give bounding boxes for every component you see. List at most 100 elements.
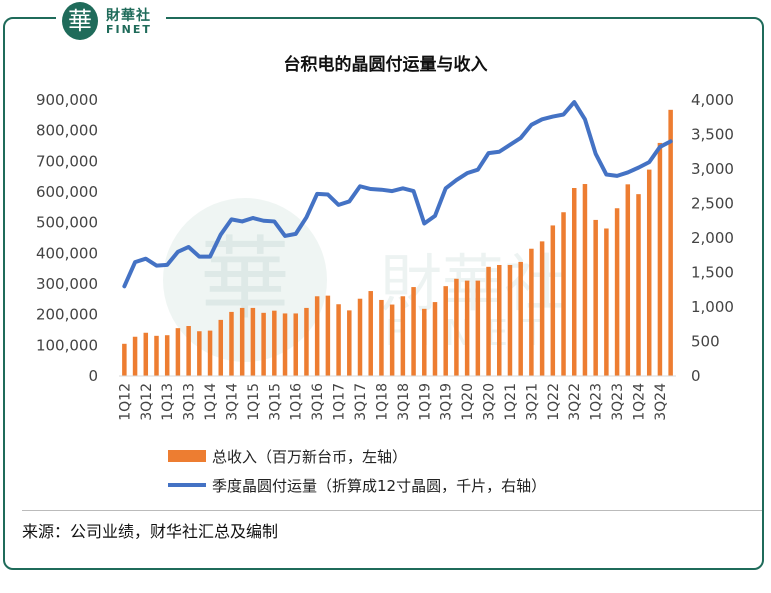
bar xyxy=(347,310,352,376)
x-tick-label: 1Q22 xyxy=(546,383,562,421)
x-tick-label: 3Q22 xyxy=(567,383,583,421)
bar xyxy=(411,287,416,376)
x-tick-label: 1Q14 xyxy=(203,383,219,421)
source-note: 来源：公司业绩，财华社汇总及编制 xyxy=(22,522,279,541)
line-series xyxy=(122,100,673,289)
right-tick-label: 2,000 xyxy=(691,229,734,247)
x-tick-label: 1Q23 xyxy=(589,383,605,421)
x-tick-label: 3Q12 xyxy=(139,383,155,421)
x-tick-label: 1Q19 xyxy=(417,383,433,421)
bar xyxy=(464,280,470,376)
divider xyxy=(22,510,762,511)
bar xyxy=(582,184,588,376)
bar xyxy=(132,336,138,376)
bar xyxy=(539,241,545,376)
bar xyxy=(379,299,384,376)
bar xyxy=(486,266,491,376)
left-axis: 0 100,000 200,000 300,000 400,000 500,000 600,… xyxy=(36,91,98,385)
line-shipments xyxy=(122,100,673,289)
right-tick-label: 4,000 xyxy=(691,91,734,109)
left-tick-label: 800,000 xyxy=(36,122,98,140)
bar xyxy=(657,142,663,376)
brand-name-cn: 財華社 xyxy=(106,8,151,24)
bar xyxy=(122,343,127,376)
x-tick-label: 3Q24 xyxy=(653,383,669,421)
bar xyxy=(293,313,298,376)
x-tick-label: 3Q17 xyxy=(353,383,369,421)
bar xyxy=(229,311,234,376)
bar xyxy=(218,319,224,376)
x-tick-label: 1Q13 xyxy=(160,383,176,421)
bar xyxy=(164,335,170,376)
bar xyxy=(282,313,288,376)
bar-series xyxy=(119,109,676,377)
x-tick-label: 3Q18 xyxy=(396,383,412,421)
x-tick-label: 1Q16 xyxy=(289,383,305,421)
bar xyxy=(550,225,556,376)
left-tick-label: 300,000 xyxy=(36,275,98,293)
chart-title: 台积电的晶圆付运量与收入 xyxy=(283,55,488,75)
watermark-text-cn: 財華社 xyxy=(380,247,566,320)
bar xyxy=(325,295,331,376)
bar xyxy=(636,194,641,376)
bar xyxy=(389,304,395,376)
bar xyxy=(529,248,534,376)
bar xyxy=(571,188,577,376)
x-tick-label: 1Q15 xyxy=(246,383,262,421)
bar xyxy=(518,261,523,376)
bar xyxy=(357,298,363,376)
x-tick-label: 3Q23 xyxy=(610,383,626,421)
left-tick-label: 500,000 xyxy=(36,214,98,232)
bar xyxy=(368,291,373,376)
bar xyxy=(154,335,159,376)
bar xyxy=(143,332,149,376)
bar xyxy=(422,308,427,376)
bar xyxy=(207,330,213,376)
bar xyxy=(625,184,631,376)
bar xyxy=(432,302,438,376)
bar xyxy=(593,219,598,376)
bar xyxy=(400,296,406,376)
legend-swatch-bars xyxy=(168,450,206,462)
x-tick-label: 3Q13 xyxy=(182,383,198,421)
bar xyxy=(668,109,673,376)
legend-label-bars: 总收入（百万新台币，左轴） xyxy=(212,448,407,466)
right-axis: 0 500 1,000 1,500 2,000 2,500 3,000 3,500 4,000 xyxy=(691,91,734,385)
bar xyxy=(646,169,652,376)
right-tick-label: 2,500 xyxy=(691,195,734,213)
x-tick-label: 1Q18 xyxy=(374,383,390,421)
x-tick-label: 1Q12 xyxy=(117,383,133,421)
bar xyxy=(250,307,256,376)
bar xyxy=(454,278,459,376)
x-tick-label: 1Q20 xyxy=(460,383,476,421)
legend: 总收入（百万新台币，左轴） 季度晶圆付运量（折算成12寸晶圆，千片，右轴） xyxy=(168,448,546,495)
x-tick-label: 3Q14 xyxy=(224,383,240,421)
legend-label-line: 季度晶圆付运量（折算成12寸晶圆，千片，右轴） xyxy=(212,477,546,495)
x-tick-label: 1Q17 xyxy=(332,383,348,421)
bar xyxy=(443,286,448,376)
bar xyxy=(604,228,609,376)
brand-logo: 華 財華社 FINET xyxy=(56,0,166,42)
bar xyxy=(314,296,320,376)
bar xyxy=(261,312,266,376)
bar xyxy=(186,326,191,376)
bar xyxy=(304,307,309,376)
x-tick-label: 3Q19 xyxy=(439,383,455,421)
x-tick-label: 3Q16 xyxy=(310,383,326,421)
x-axis: 1Q12 3Q12 1Q13 3Q13 1Q14 3Q14 1Q15 3Q15 1Q16 3Q16… xyxy=(117,383,669,421)
right-tick-label: 1,500 xyxy=(691,264,734,282)
brand-name-en: FINET xyxy=(106,23,152,36)
right-tick-label: 0 xyxy=(691,367,701,385)
left-tick-label: 200,000 xyxy=(36,306,98,324)
right-tick-label: 1,000 xyxy=(691,298,734,316)
bar xyxy=(497,264,502,376)
x-tick-label: 3Q15 xyxy=(267,383,283,421)
left-tick-label: 0 xyxy=(88,367,98,385)
bar xyxy=(272,310,277,376)
bar xyxy=(507,264,513,376)
bar xyxy=(561,212,566,376)
bar xyxy=(175,328,181,376)
x-tick-label: 1Q21 xyxy=(503,383,519,421)
left-tick-label: 600,000 xyxy=(36,183,98,201)
